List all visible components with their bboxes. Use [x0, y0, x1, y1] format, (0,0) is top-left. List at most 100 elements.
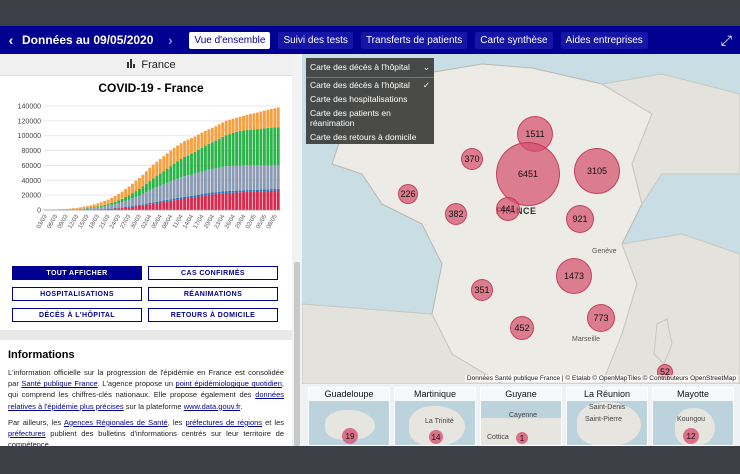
text-fragment: , qui comprend les chiffres-clés nationa…	[8, 379, 284, 400]
place-label-geneve: Genève	[592, 248, 617, 255]
prefectures-regions-link[interactable]: préfectures de régions	[185, 417, 263, 427]
bar-segment	[242, 130, 245, 166]
menu-option-reanimation[interactable]: Carte des patients en réanimation	[310, 108, 391, 128]
bar-segment	[221, 122, 225, 137]
map-bubble[interactable]: 1	[516, 432, 528, 444]
point-epidemio-link[interactable]: point épidémiologique quotidien	[175, 379, 282, 389]
bar-segment	[262, 189, 266, 192]
left-panel-scrollbar-track[interactable]	[292, 54, 302, 446]
bar-segment	[256, 191, 259, 210]
bar-segment	[276, 107, 280, 128]
bar-segment	[210, 142, 214, 169]
map-bubble[interactable]: 382	[445, 203, 467, 225]
map-layer-menu: Carte des décès à l'hôpital ⌄ Carte des …	[306, 58, 434, 144]
tab-carte-synthese[interactable]: Carte synthèse	[475, 31, 553, 49]
map-bubble[interactable]: 6451	[496, 142, 560, 206]
territory-name: Martinique	[395, 388, 475, 401]
tab-vue-ensemble[interactable]: Vue d'ensemble	[189, 31, 271, 49]
bar-segment	[127, 195, 131, 200]
bar-segment	[269, 189, 273, 191]
bar-segment	[190, 174, 193, 196]
bar-segment	[158, 159, 162, 174]
place-label-marseille: Marseille	[572, 336, 601, 343]
bar-segment	[269, 108, 273, 128]
bar-segment	[190, 153, 193, 175]
bar-segment	[172, 163, 176, 180]
map-bubble[interactable]: 351	[471, 279, 493, 301]
menu-option-deces[interactable]: Carte des décès à l'hôpital ✓	[306, 78, 434, 92]
map-bubble[interactable]: 452	[510, 316, 534, 340]
bar-segment	[92, 207, 96, 210]
bar-segment	[228, 134, 232, 167]
bar-segment	[106, 208, 110, 210]
fullscreen-expand-icon[interactable]: ⤢	[720, 32, 732, 48]
bar-segment	[96, 207, 100, 210]
map-bubble[interactable]: 1473	[556, 258, 592, 294]
chart-title: COVID-19 - France	[98, 81, 204, 95]
ars-link[interactable]: Agences Régionales de Santé	[63, 417, 168, 427]
hospitalisations-button[interactable]: HOSPITALISATIONS	[12, 287, 142, 301]
map-bubble[interactable]: 3105	[574, 148, 620, 194]
previous-day-chevron-icon[interactable]: ‹	[8, 32, 14, 48]
tab-suivi-tests[interactable]: Suivi des tests	[278, 31, 353, 49]
bar-segment	[276, 188, 280, 191]
hospital-deaths-button[interactable]: DÉCÈS À L'HÔPITAL	[12, 308, 142, 322]
overseas-guyane[interactable]: Guyane Cayenne Cottica 1	[480, 387, 562, 446]
menu-option-retours[interactable]: Carte des retours à domicile	[310, 132, 417, 142]
bar-segment	[276, 190, 280, 210]
map-bubble[interactable]: 921	[566, 205, 594, 233]
bar-segment	[61, 209, 65, 210]
bar-segment	[176, 145, 180, 162]
top-navigation-bar: ‹ Données au 09/05/2020 › Vue d'ensemble…	[0, 26, 740, 54]
donnees-precises-link[interactable]: données relatives à l'épidémie plus préc…	[8, 390, 284, 411]
bar-segment	[210, 127, 214, 143]
bar-segment	[252, 189, 256, 192]
overseas-la-reunion[interactable]: La Réunion Saint-Denis Saint-Pierre	[566, 387, 648, 446]
data-gouv-link[interactable]: www.data.gouv.fr	[183, 401, 241, 411]
show-all-button[interactable]: TOUT AFFICHER	[12, 266, 142, 280]
bar-segment	[141, 193, 145, 205]
map-bubble[interactable]: 12	[683, 428, 699, 444]
bar-segment	[155, 161, 159, 177]
menu-option-hospitalisations[interactable]: Carte des hospitalisations	[310, 94, 408, 104]
overseas-martinique[interactable]: Martinique La Trinité 14	[394, 387, 476, 446]
bar-segment	[131, 205, 134, 207]
map-bubble[interactable]: 773	[587, 304, 615, 332]
bar-segment	[127, 186, 131, 196]
bar-segment	[259, 111, 263, 129]
country-selector[interactable]: France	[0, 54, 302, 76]
next-day-chevron-icon[interactable]: ›	[168, 32, 173, 48]
confirmed-cases-button[interactable]: CAS CONFIRMÉS	[148, 266, 278, 280]
bar-segment	[221, 191, 225, 194]
place-label: Saint-Pierre	[585, 416, 622, 423]
map-bubble[interactable]: 370	[461, 148, 483, 170]
text-fragment: .	[240, 401, 243, 411]
bar-segment	[276, 165, 280, 189]
bar-segment	[165, 168, 169, 183]
prefectures-link[interactable]: préfectures	[8, 429, 46, 439]
bar-segment	[242, 165, 245, 191]
bar-segment	[266, 109, 270, 128]
reanimations-button[interactable]: RÉANIMATIONS	[148, 287, 278, 301]
map-bubble[interactable]: 226	[398, 184, 418, 204]
map-bubble[interactable]: 441	[496, 197, 520, 221]
overseas-guadeloupe[interactable]: Guadeloupe 19	[308, 387, 390, 446]
left-panel-scrollbar-thumb[interactable]	[294, 262, 300, 446]
bar-segment	[124, 207, 127, 210]
overseas-mayotte[interactable]: Mayotte Koungou 12	[652, 387, 734, 446]
map-layer-dropdown[interactable]: Carte des décès à l'hôpital ⌄	[306, 58, 434, 78]
territory-name: Mayotte	[653, 388, 733, 401]
home-returns-button[interactable]: RETOURS À DOMICILE	[148, 308, 278, 322]
bar-segment	[269, 190, 273, 210]
tab-aides-entreprises[interactable]: Aides entreprises	[560, 31, 648, 49]
map-bubble[interactable]: 14	[429, 430, 443, 444]
bar-segment	[117, 194, 121, 201]
france-map[interactable]: FRANCE Genève Marseille 1511 370 6451 31…	[302, 54, 740, 384]
bar-segment	[117, 208, 121, 210]
bar-segment	[214, 194, 218, 210]
sante-publique-link[interactable]: Santé publique France	[21, 379, 98, 389]
bar-segment	[103, 209, 107, 210]
bar-segment	[179, 199, 183, 210]
tab-transferts-patients[interactable]: Transferts de patients	[360, 31, 468, 49]
map-bubble[interactable]: 19	[342, 428, 358, 444]
